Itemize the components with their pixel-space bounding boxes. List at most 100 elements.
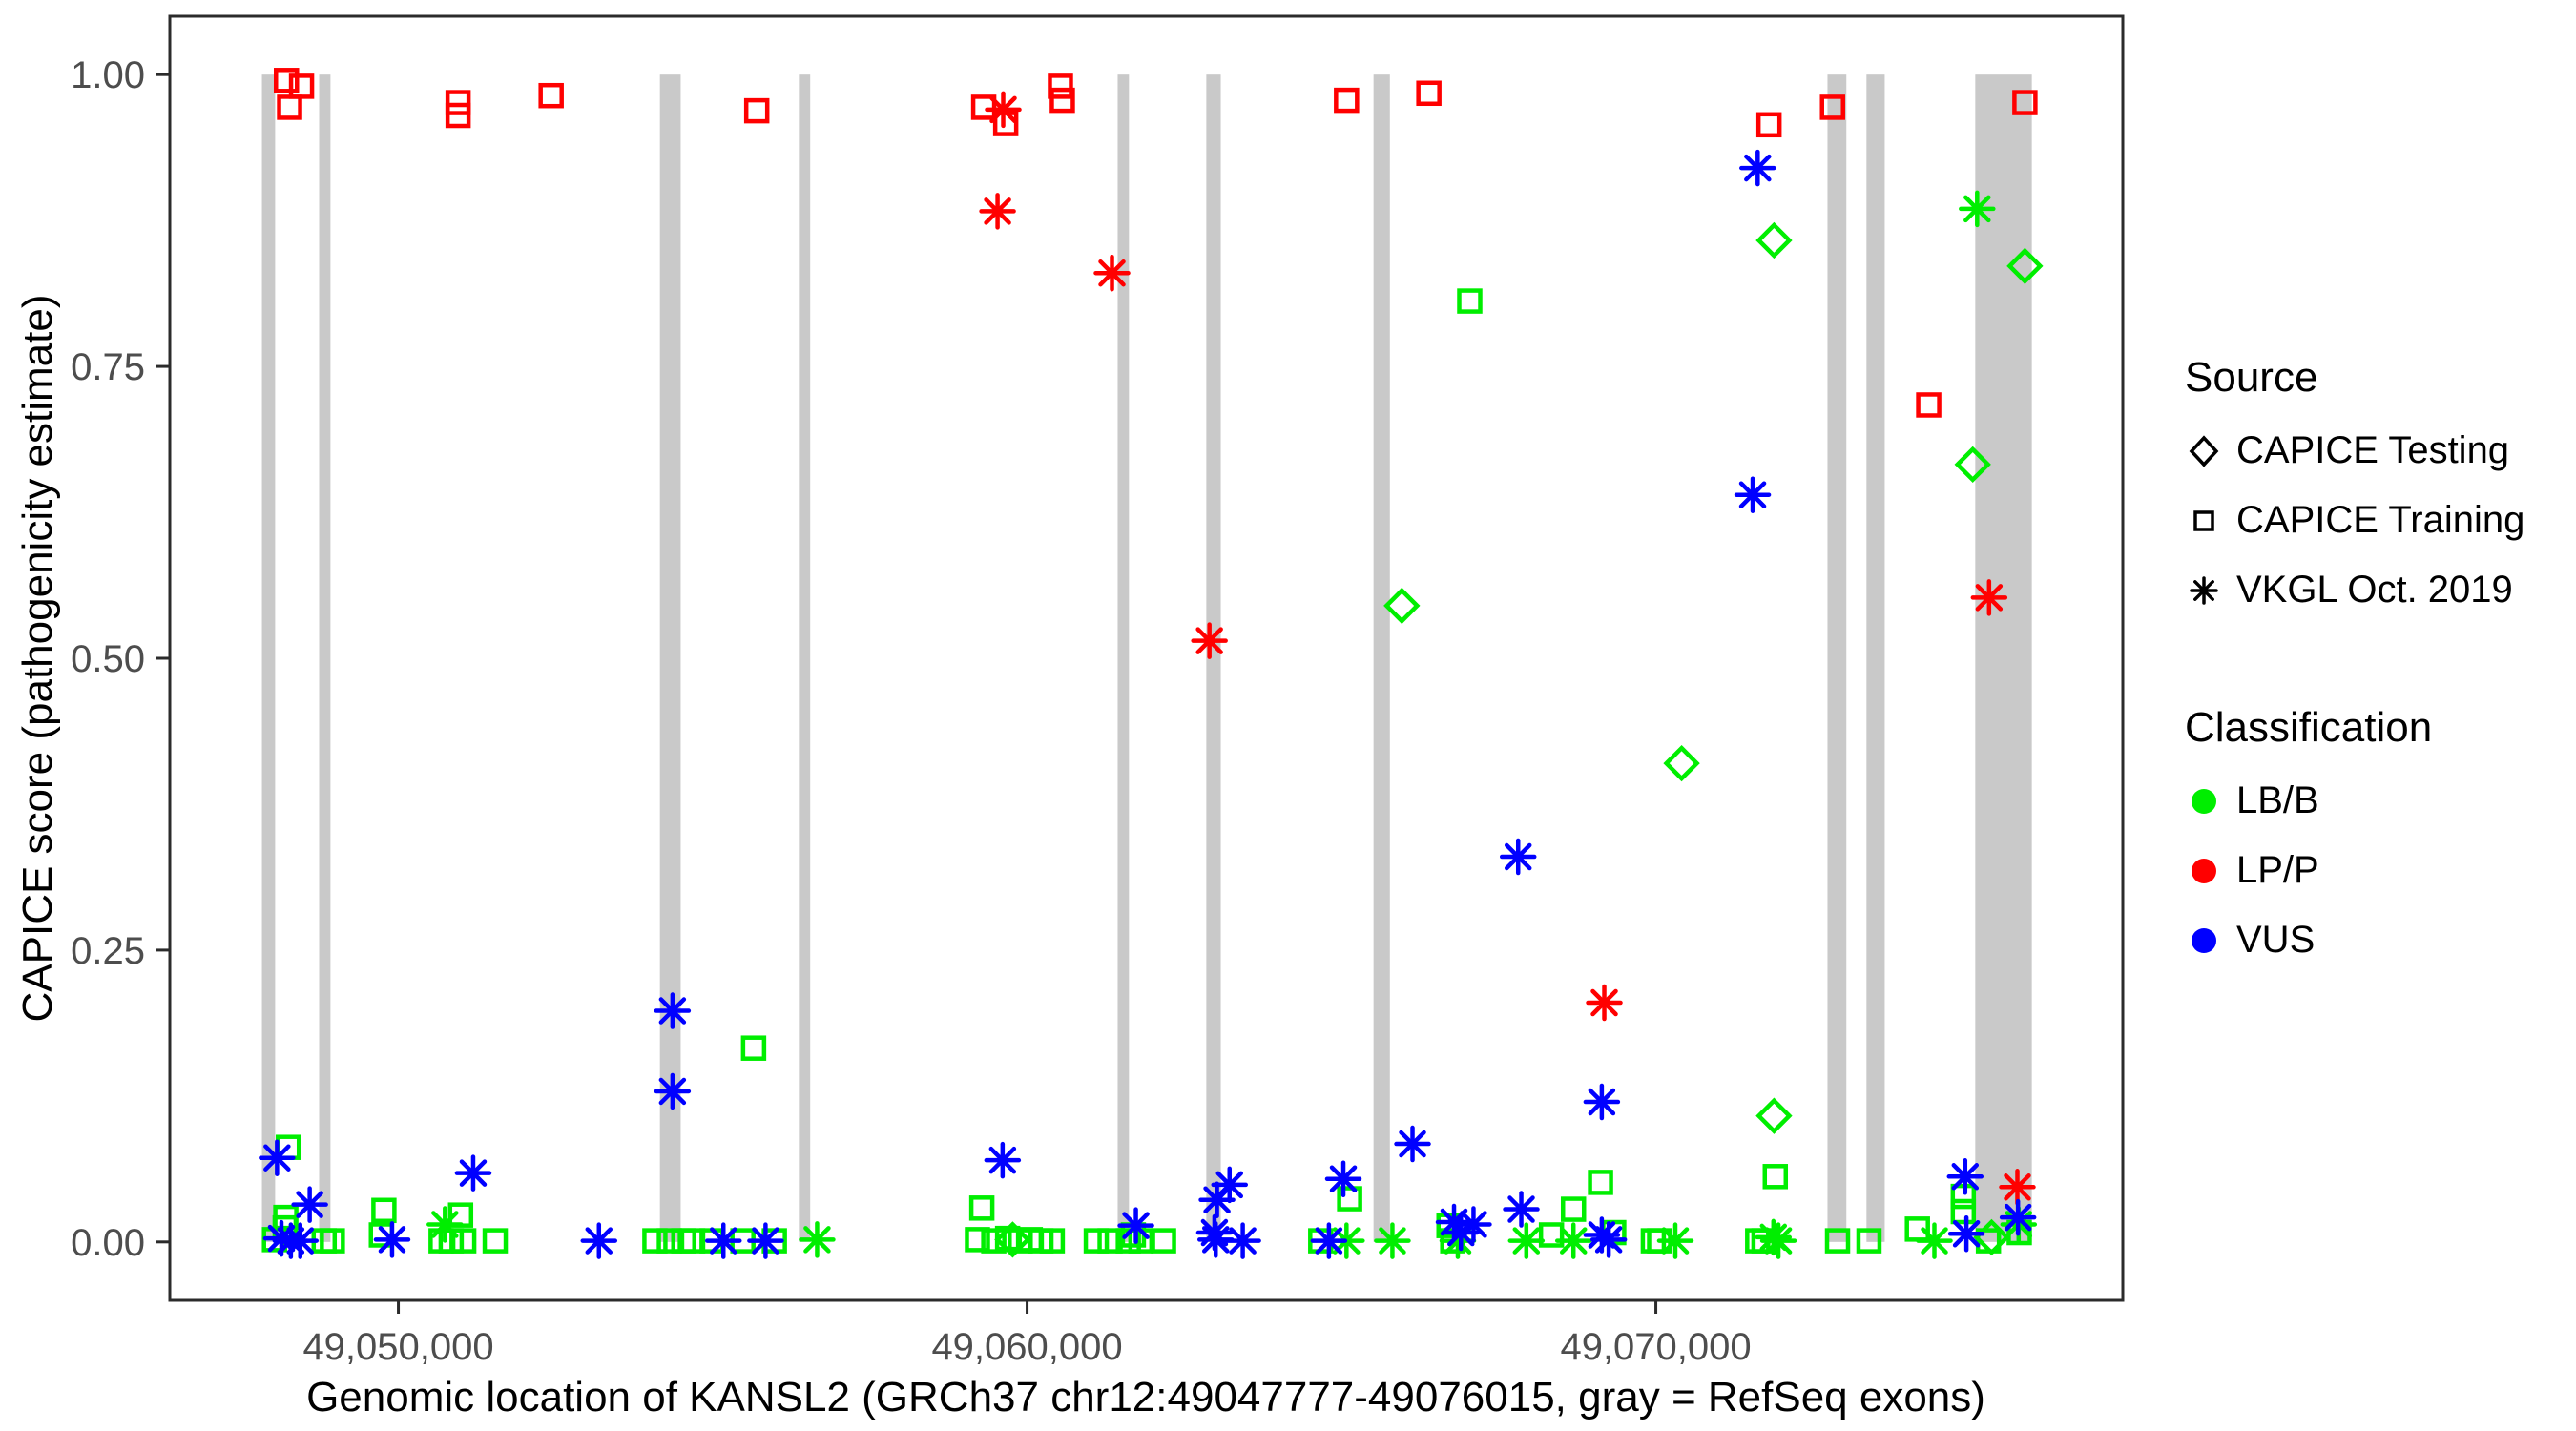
blue-dot-icon [2192,927,2216,953]
data-point [1589,1221,1628,1258]
y-tick-label: 0.75 [71,346,145,388]
x-axis-title: Genomic location of KANSL2 (GRCh37 chr12… [306,1374,1985,1421]
data-point [1334,87,1360,114]
data-point [482,1228,509,1254]
x-tick-label: 49,050,000 [302,1326,493,1368]
diamond-icon [2189,434,2219,467]
data-point [1457,288,1483,314]
data-point [1970,579,2008,616]
y-tick-label: 0.00 [71,1222,145,1264]
data-point [1503,1191,1540,1228]
data-point [450,1228,477,1254]
legend-item-label: LP/P [2236,849,2319,891]
legend-classification-group: Classification LB/B LP/P VUS [2185,703,2524,975]
data-point [1048,73,1073,99]
data-point [1819,94,1845,120]
data-point [1191,622,1228,659]
data-point [656,1228,682,1254]
data-point [799,1221,836,1258]
data-point [1975,1228,2002,1254]
data-point [1583,1083,1621,1121]
refseq-exon-bar [1827,74,1847,1242]
data-point [259,1139,296,1176]
data-point [979,193,1016,230]
legend: Source CAPICE Testing CAPICE Training [2185,353,2524,975]
refseq-exon-bar [1866,74,1885,1242]
refseq-exon-bar [799,74,811,1242]
data-point [1039,1228,1066,1254]
legend-item-lbb: LB/B [2185,766,2524,836]
data-point [1734,476,1772,513]
refseq-exon-bar [261,74,276,1242]
data-point [1049,87,1075,114]
data-point [1560,1196,1587,1222]
data-point [984,1141,1022,1179]
data-point [1224,1222,1261,1259]
data-point [1759,1222,1797,1259]
legend-item-label: VKGL Oct. 2019 [2236,569,2513,611]
data-point [1755,1097,1793,1134]
data-point [1374,1222,1411,1259]
refseq-exon-bar [1206,74,1221,1242]
data-point [1999,1169,2036,1206]
red-dot-icon [2192,858,2216,883]
refseq-exon-bar [1373,74,1390,1242]
data-point [1762,1164,1789,1190]
data-point [2006,247,2044,285]
legend-item-capice-testing: CAPICE Testing [2185,416,2524,486]
legend-item-label: CAPICE Testing [2236,429,2510,471]
data-point [1337,1186,1362,1212]
data-point [968,1195,995,1221]
data-point [1755,112,1782,138]
legend-item-lpp: LP/P [2185,836,2524,905]
data-point [1916,1222,1953,1259]
data-point [1588,1170,1613,1195]
data-point [445,102,471,129]
data-point [654,992,692,1029]
data-point [1755,221,1793,259]
data-point [454,1154,492,1192]
data-point [273,68,300,93]
data-point [743,97,770,124]
data-point [1538,1222,1565,1248]
x-tick-label: 49,070,000 [1560,1326,1751,1368]
y-tick-label: 0.50 [71,638,145,680]
data-point [965,1227,990,1253]
y-tick-label: 1.00 [71,54,145,96]
legend-item-vkgl: VKGL Oct. 2019 [2185,555,2524,625]
data-point [1097,1228,1123,1254]
data-point [985,91,1022,129]
data-point [1455,1206,1492,1243]
data-point [1663,744,1700,782]
data-point [1383,587,1421,625]
data-point [288,73,315,99]
data-point [642,1228,668,1254]
data-point [705,1222,742,1259]
refseq-exon-bar [1975,74,2032,1242]
legend-classification-title: Classification [2185,704,2433,751]
data-point [740,1035,767,1061]
data-point [371,1197,397,1224]
data-point [654,1072,692,1110]
legend-item-label: CAPICE Training [2236,499,2525,541]
data-point [1117,1207,1154,1244]
data-point [1211,1166,1249,1204]
x-tick-label: 49,060,000 [931,1326,1122,1368]
data-point [1954,446,1991,484]
data-point [373,1221,411,1258]
legend-item-label: VUS [2236,919,2316,961]
data-point [1656,1222,1694,1259]
green-dot-icon [2192,788,2216,814]
data-point [1950,1198,1977,1225]
data-point [426,1206,464,1243]
data-point [281,1222,319,1259]
y-tick-label: 0.25 [71,930,145,972]
data-point [320,1228,345,1254]
data-point [970,94,997,120]
data-point [1093,254,1131,292]
legend-source-group: Source CAPICE Testing CAPICE Training [2185,353,2524,625]
data-point [1946,1158,1984,1195]
data-point [1739,149,1776,187]
data-point [1310,1222,1348,1259]
data-point [1416,80,1442,107]
